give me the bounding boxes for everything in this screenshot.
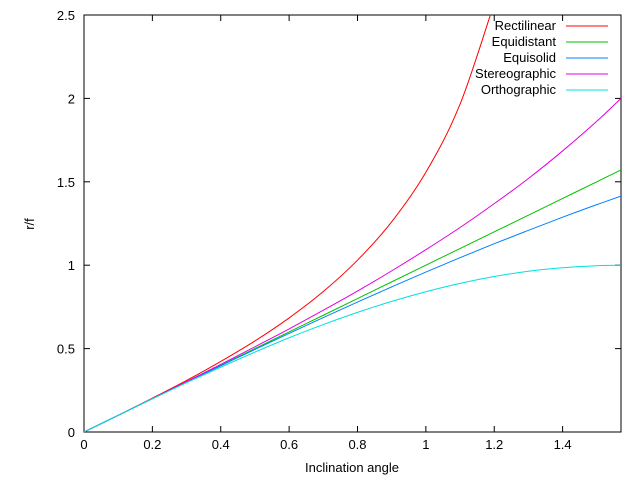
y-tick-label: 0 (68, 425, 75, 440)
legend-label-orthographic: Orthographic (481, 82, 557, 97)
legend-label-rectilinear: Rectilinear (495, 18, 557, 33)
y-tick-label: 1 (68, 258, 75, 273)
y-axis-label: r/f (22, 218, 37, 230)
x-tick-label: 0.2 (143, 437, 161, 452)
series-lines (84, 15, 621, 432)
plot-frame (83, 14, 622, 433)
x-tick-label: 0.6 (280, 437, 298, 452)
legend-label-equidistant: Equidistant (492, 34, 557, 49)
x-tick-label: 0 (80, 437, 87, 452)
y-tick-label: 2 (68, 91, 75, 106)
series-line-orthographic (84, 264, 621, 432)
x-tick-label: 1.2 (485, 437, 503, 452)
x-tick-label: 0.8 (348, 437, 366, 452)
series-line-stereographic (84, 98, 621, 432)
x-tick-label: 1.4 (554, 437, 572, 452)
y-tick-label: 1.5 (57, 175, 75, 190)
x-tick-label: 0.4 (212, 437, 230, 452)
y-tick-label: 2.5 (57, 8, 75, 23)
axes-ticks: 0 0.2 0.4 0.6 0.8 1 1.2 1.4 0 0.5 1 1.5 2 2.5 (57, 8, 621, 452)
legend-label-stereographic: Stereographic (475, 66, 556, 81)
legend-label-equisolid: Equisolid (503, 50, 556, 65)
y-tick-label: 0.5 (57, 342, 75, 357)
x-axis-label: Inclination angle (305, 460, 399, 475)
x-tick-label: 1 (422, 437, 429, 452)
series-line-rectilinear (84, 15, 491, 432)
legend: RectilinearEquidistantEquisolidStereogra… (475, 18, 608, 97)
